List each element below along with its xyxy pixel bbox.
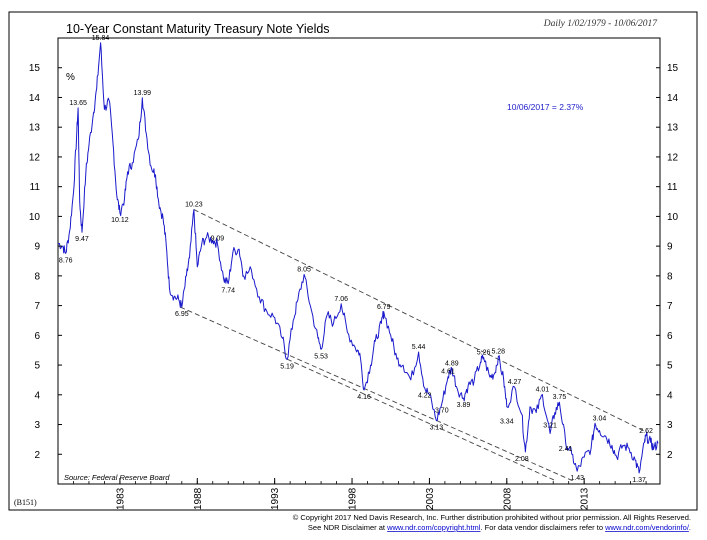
data-label: 1.43 — [570, 475, 584, 482]
y-tick-label-left: 8 — [34, 271, 40, 282]
annotations: 15.84 13.65 13.99 9.47 8.76 10.12 10.23 9.09 7.7… — [59, 35, 653, 484]
y-tick-label-left: 12 — [29, 152, 41, 163]
disclaimer-b: . For data vendor disclaimers refer to — [480, 523, 605, 532]
y-tick-label-right: 5 — [667, 361, 673, 372]
x-tick-label: 2008 — [502, 487, 513, 510]
date-range: Daily 1/02/1979 - 10/06/2017 — [543, 19, 658, 29]
data-label: 3.70 — [435, 408, 449, 415]
data-label: 15.84 — [92, 35, 110, 42]
y-tick-label-left: 11 — [30, 182, 41, 193]
data-label: 6.95 — [175, 311, 189, 318]
x-tick-label: 2003 — [425, 487, 436, 510]
x-tick-label: 1983 — [115, 487, 126, 510]
y-tick-label-right: 7 — [667, 301, 673, 312]
y-tick-label-left: 13 — [29, 123, 41, 134]
data-label: 2.62 — [639, 428, 653, 435]
y-tick-label-left: 5 — [34, 361, 40, 372]
data-label: 5.53 — [314, 353, 328, 360]
y-axis-right: 2 3 4 5 6 7 8 9 10 11 12 13 14 15 — [656, 63, 679, 461]
chart-border — [8, 11, 698, 511]
data-label: 4.61 — [441, 369, 455, 376]
y-tick-label-right: 6 — [667, 331, 673, 342]
series — [57, 42, 659, 474]
source-label: Source: Federal Reserve Board — [64, 473, 170, 482]
data-label: 3.75 — [553, 394, 567, 401]
data-label: 3.34 — [500, 418, 514, 425]
y-tick-label-right: 13 — [667, 123, 679, 134]
data-label: 3.04 — [593, 415, 607, 422]
y-tick-label-right: 2 — [667, 450, 673, 461]
data-label: 3.13 — [430, 425, 444, 432]
y-tick-label-left: 7 — [34, 301, 40, 312]
y-axis-left: 2 3 4 5 6 7 8 9 10 11 12 13 14 15 — [29, 63, 62, 461]
vendor-info-link[interactable]: www.ndr.com/vendorinfo/ — [604, 523, 690, 532]
y-tick-label-left: 9 — [34, 242, 40, 253]
chart-title: 10-Year Constant Maturity Treasury Note … — [66, 22, 330, 36]
y-tick-label-right: 9 — [667, 242, 673, 253]
y-tick-label-left: 10 — [29, 212, 41, 223]
y-tick-label-left: 6 — [34, 331, 40, 342]
data-label: 13.99 — [134, 90, 152, 97]
series-line-0 — [57, 42, 659, 474]
data-label: 5.19 — [280, 363, 294, 370]
data-label: 4.22 — [418, 392, 432, 399]
data-label: 4.01 — [536, 387, 550, 394]
data-label: 4.27 — [508, 379, 522, 386]
data-label: 4.16 — [357, 394, 371, 401]
data-label: 2.08 — [515, 456, 529, 463]
y-tick-label-right: 11 — [667, 182, 678, 193]
trend-lines — [180, 209, 647, 482]
y-tick-label-right: 8 — [667, 271, 673, 282]
data-label: 7.06 — [334, 296, 348, 303]
unit-label: % — [66, 72, 75, 83]
data-label: 7.74 — [221, 288, 235, 295]
y-tick-label-left: 3 — [34, 420, 40, 431]
y-tick-label-left: 2 — [34, 450, 40, 461]
x-axis: 1983 1988 1993 1998 2003 2008 2013 — [57, 478, 647, 510]
x-tick-label: 1988 — [193, 487, 204, 510]
data-label: 10.23 — [185, 202, 203, 209]
data-label: 10.12 — [111, 217, 129, 224]
y-tick-label-left: 4 — [34, 390, 40, 401]
y-tick-label-right: 15 — [667, 63, 679, 74]
data-label: 8.76 — [59, 257, 73, 264]
data-label: 9.47 — [75, 236, 89, 243]
data-label: 13.65 — [69, 100, 87, 107]
y-tick-label-left: 14 — [29, 93, 41, 104]
y-tick-label-right: 10 — [667, 212, 679, 223]
data-label: 3.89 — [457, 402, 471, 409]
y-tick-label-right: 12 — [667, 152, 679, 163]
trend-line-1 — [193, 209, 647, 433]
data-label: 5.28 — [491, 349, 505, 356]
x-tick-label: 2013 — [580, 487, 591, 510]
data-label: 4.89 — [445, 360, 459, 367]
x-tick-label: 1993 — [270, 487, 281, 510]
y-tick-label-right: 4 — [667, 390, 673, 401]
disclaimer-text: See NDR Disclaimer at www.ndr.com/copyri… — [308, 523, 691, 532]
chart-code: (B151) — [14, 498, 37, 507]
data-label: 3.21 — [543, 422, 557, 429]
data-label: 6.79 — [377, 304, 391, 311]
copyright-link[interactable]: www.ndr.com/copyright.html — [386, 523, 481, 532]
data-label: 9.09 — [211, 235, 225, 242]
data-label: 2.41 — [559, 446, 573, 453]
trend-line-3 — [286, 358, 557, 482]
y-tick-label-left: 15 — [29, 63, 41, 74]
copyright-text: © Copyright 2017 Ned Davis Research, Inc… — [293, 513, 691, 522]
disclaimer-a: See NDR Disclaimer at — [308, 523, 387, 532]
data-label: 5.26 — [477, 349, 491, 356]
disclaimer-c: . — [689, 523, 691, 532]
data-label: 1.37 — [632, 477, 646, 484]
y-tick-label-right: 3 — [667, 420, 673, 431]
current-value-label: 10/06/2017 = 2.37% — [507, 102, 584, 112]
data-label: 5.44 — [412, 344, 426, 351]
x-tick-label: 1998 — [348, 487, 359, 510]
data-label: 8.05 — [297, 266, 311, 273]
y-tick-label-right: 14 — [667, 93, 679, 104]
